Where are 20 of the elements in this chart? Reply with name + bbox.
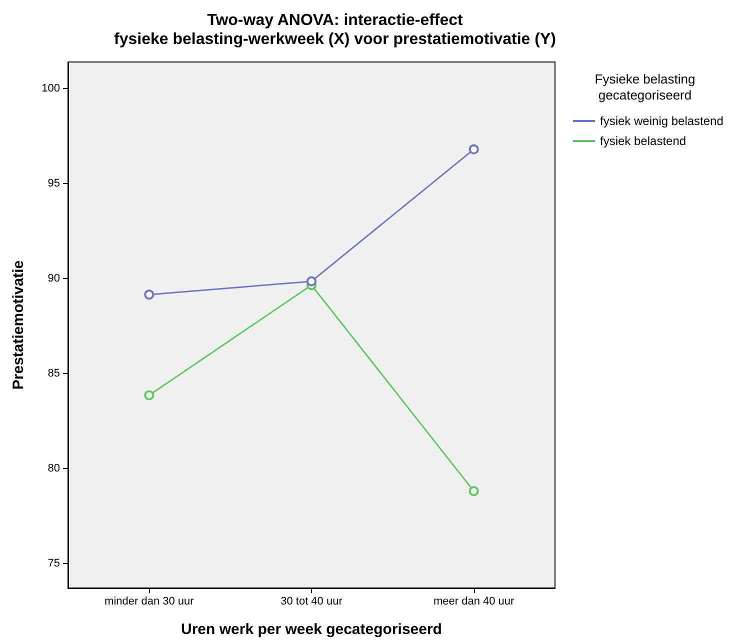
y-tick-label: 100 <box>42 82 60 95</box>
legend-label: fysiek weinig belastend <box>600 114 724 128</box>
legend-title: Fysieke belasting gecategoriseerd <box>594 72 696 102</box>
point <box>468 144 479 154</box>
x-tick-label: minder dan 30 uur <box>104 596 194 608</box>
legend-label: fysiek belastend <box>600 134 686 148</box>
point <box>306 276 316 286</box>
y-axis-title: Prestatiemotivatie <box>10 260 27 390</box>
point <box>144 390 154 400</box>
y-tick-label: 80 <box>48 462 60 474</box>
y-tick-label: 90 <box>48 272 60 284</box>
x-tick-label: meer dan 40 uur <box>433 596 515 608</box>
x-axis-title: Uren werk per week gecategoriseerd <box>181 621 442 638</box>
y-tick-label: 85 <box>48 367 60 380</box>
chart-title: Two-way ANOVA: interactie-effect fysieke belasting-werkweek (X) voor prestatiemotivatie (Y) <box>114 12 556 48</box>
x-tick-label: 30 tot 40 uur <box>280 596 343 608</box>
point <box>144 290 154 300</box>
y-tick-label: 95 <box>48 178 60 190</box>
point <box>468 486 479 496</box>
y-tick-label: 75 <box>48 557 60 570</box>
